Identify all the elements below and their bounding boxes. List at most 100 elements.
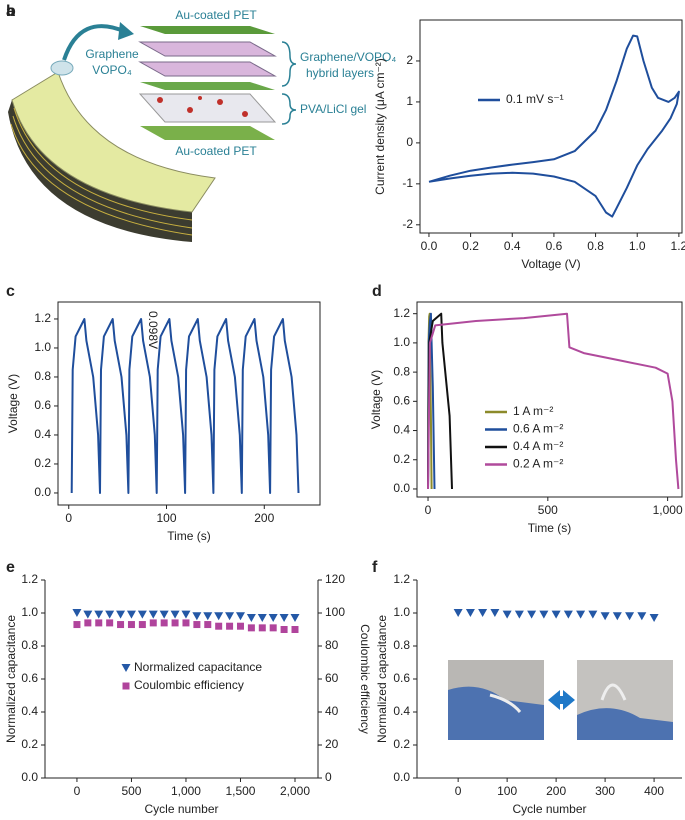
x-axis-label: Cycle number xyxy=(512,802,586,816)
x-tick-label: 0 xyxy=(65,511,72,525)
marker xyxy=(148,610,158,619)
y2-tick-label: 100 xyxy=(325,605,345,619)
x-tick-label: 400 xyxy=(644,784,664,798)
y2-tick-label: 120 xyxy=(325,572,345,586)
marker xyxy=(576,610,586,619)
x-tick-label: 0.6 xyxy=(546,239,563,253)
y2-tick-label: 0 xyxy=(325,770,332,784)
legend-label: 0.2 A m⁻² xyxy=(513,457,563,471)
plot-frame xyxy=(57,301,321,506)
marker xyxy=(95,619,103,627)
x-tick-label: 1,000 xyxy=(653,503,683,517)
marker xyxy=(551,610,561,619)
x-tick-label: 300 xyxy=(595,784,615,798)
marker xyxy=(214,612,224,621)
y-tick-label: 0.0 xyxy=(21,770,38,784)
y-tick-label: 0 xyxy=(406,135,413,149)
marker xyxy=(279,613,289,622)
y-tick-label: 1.0 xyxy=(34,340,51,354)
data-line xyxy=(428,34,680,218)
marker xyxy=(290,613,300,622)
y-axis-label: Current density (μA cm⁻²) xyxy=(373,58,387,195)
marker xyxy=(203,612,213,621)
arrow-head xyxy=(118,22,134,40)
marker xyxy=(171,619,179,627)
x-axis-label: Time (s) xyxy=(167,529,211,543)
y-tick-label: 0.2 xyxy=(393,452,410,466)
panel-label: e xyxy=(6,559,15,576)
y2-tick-label: 40 xyxy=(325,704,339,718)
y-axis-label: Normalized capacitance xyxy=(375,615,389,743)
y-tick-label: 0.0 xyxy=(393,481,410,495)
marker xyxy=(73,621,81,629)
diagram: a Au-coated PET Graphene VOPO₄ Graphene/… xyxy=(6,3,396,242)
magnifier xyxy=(50,60,74,76)
diagram-label: Au-coated PET xyxy=(175,144,257,158)
marker xyxy=(527,610,537,619)
marker xyxy=(625,612,635,621)
x-axis-label: Voltage (V) xyxy=(521,257,580,271)
y-tick-label: 1.0 xyxy=(21,605,38,619)
y2-tick-label: 60 xyxy=(325,671,339,685)
x-tick-label: 2,000 xyxy=(280,784,310,798)
device-face xyxy=(11,71,216,213)
marker xyxy=(612,612,622,621)
marker xyxy=(563,610,573,619)
glove xyxy=(577,708,673,740)
diagram-label: Au-coated PET xyxy=(175,8,257,22)
y-tick-label: 0.8 xyxy=(393,364,410,378)
panel-label: c xyxy=(6,283,15,300)
marker xyxy=(539,610,549,619)
marker xyxy=(268,613,278,622)
marker xyxy=(257,613,267,622)
diagram-label: PVA/LiCl gel xyxy=(300,102,366,116)
marker xyxy=(215,622,223,630)
x-tick-label: 200 xyxy=(254,511,274,525)
x-tick-label: 1,000 xyxy=(171,784,201,798)
device-layers xyxy=(10,107,193,236)
double-arrow xyxy=(548,690,575,710)
marker xyxy=(514,610,524,619)
y2-tick-label: 20 xyxy=(325,737,339,751)
marker xyxy=(465,609,475,617)
annotation: 0.098V xyxy=(146,311,160,349)
y-tick-label: 1.2 xyxy=(21,572,38,586)
panel-label: f xyxy=(372,559,378,576)
y-tick-label: -2 xyxy=(402,217,413,231)
y-tick-label: 1.2 xyxy=(34,311,51,325)
legend-label: 0.6 A m⁻² xyxy=(513,422,563,436)
brace xyxy=(281,41,297,125)
x-tick-label: 1.2 xyxy=(671,239,685,253)
legend-label: Coulombic efficiency xyxy=(134,678,244,692)
y-tick-label: 0.6 xyxy=(21,671,38,685)
x-tick-label: 500 xyxy=(121,784,141,798)
gel-ions xyxy=(157,96,248,117)
marker xyxy=(478,609,488,617)
marker xyxy=(247,624,255,632)
marker xyxy=(226,622,234,630)
y-tick-label: 0.0 xyxy=(34,485,51,499)
x-tick-label: 100 xyxy=(497,784,517,798)
y-axis-label: Voltage (V) xyxy=(6,374,20,433)
hybrid-layer xyxy=(138,41,277,57)
marker xyxy=(137,610,147,619)
legend-label: 1 A m⁻² xyxy=(513,404,553,418)
y-tick-label: -1 xyxy=(402,176,413,190)
marker xyxy=(181,610,191,619)
x-tick-label: 0.0 xyxy=(421,239,438,253)
marker xyxy=(246,613,256,622)
plate xyxy=(140,126,275,140)
x-tick-label: 100 xyxy=(156,511,176,525)
y-tick-label: 0.4 xyxy=(393,704,410,718)
marker xyxy=(105,610,115,619)
y-axis-label: Normalized capacitance xyxy=(4,615,18,743)
y-tick-label: 0.2 xyxy=(21,737,38,751)
glove xyxy=(448,686,544,740)
x-tick-label: 0.8 xyxy=(587,239,604,253)
y-tick-label: 0.4 xyxy=(34,427,51,441)
diagram-label: hybrid layers xyxy=(306,66,374,80)
marker xyxy=(502,610,512,619)
diagram-label: VOPO₄ xyxy=(92,63,132,77)
device-edge xyxy=(8,100,192,242)
marker xyxy=(637,612,647,621)
